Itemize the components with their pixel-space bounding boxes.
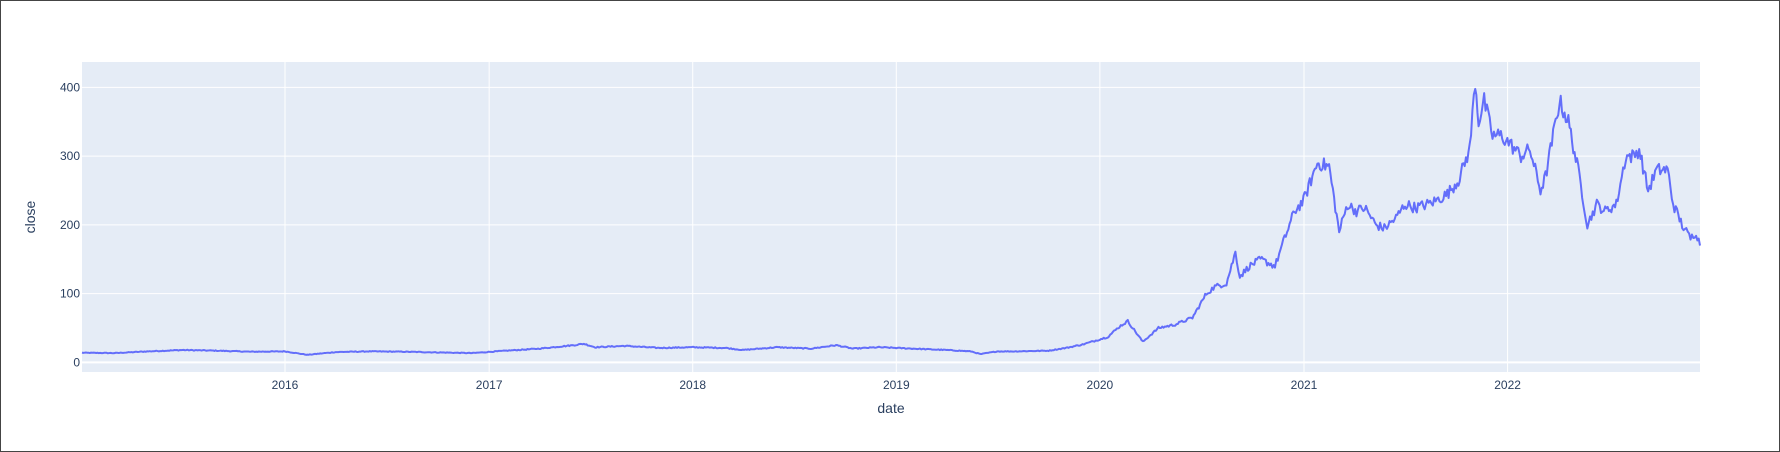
series-layer: [81, 87, 1701, 356]
close-series-line: [81, 87, 1701, 356]
x-axis-ticks: 2016 2017 2018 2019 2020 2021 2022: [272, 378, 1522, 392]
y-tick-label: 0: [73, 355, 80, 369]
y-tick-label: 300: [60, 149, 80, 163]
x-tick-label: 2019: [883, 378, 910, 392]
y-axis-title: close: [22, 200, 38, 233]
x-tick-label: 2016: [272, 378, 299, 392]
y-tick-label: 200: [60, 218, 80, 232]
x-tick-label: 2021: [1291, 378, 1318, 392]
x-tick-label: 2022: [1494, 378, 1521, 392]
x-tick-label: 2017: [476, 378, 503, 392]
x-tick-label: 2020: [1087, 378, 1114, 392]
y-tick-label: 100: [60, 287, 80, 301]
y-tick-label: 400: [60, 80, 80, 94]
grid-lines: [82, 62, 1700, 372]
x-tick-label: 2018: [679, 378, 706, 392]
y-axis-ticks: 0 100 200 300 400: [60, 80, 80, 369]
plot-area: [82, 62, 1700, 372]
x-axis-title: date: [877, 400, 904, 416]
